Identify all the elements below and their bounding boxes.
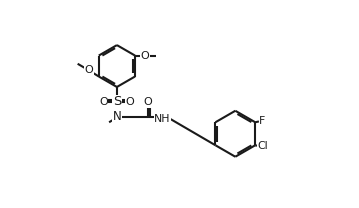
Text: Cl: Cl [258, 141, 268, 151]
Text: S: S [113, 95, 121, 108]
Text: O: O [99, 97, 108, 107]
Text: NH: NH [154, 114, 171, 124]
Text: O: O [85, 65, 93, 75]
Text: O: O [143, 97, 152, 107]
Text: O: O [140, 51, 149, 61]
Text: N: N [112, 110, 121, 123]
Text: F: F [259, 116, 266, 126]
Text: O: O [126, 97, 135, 107]
